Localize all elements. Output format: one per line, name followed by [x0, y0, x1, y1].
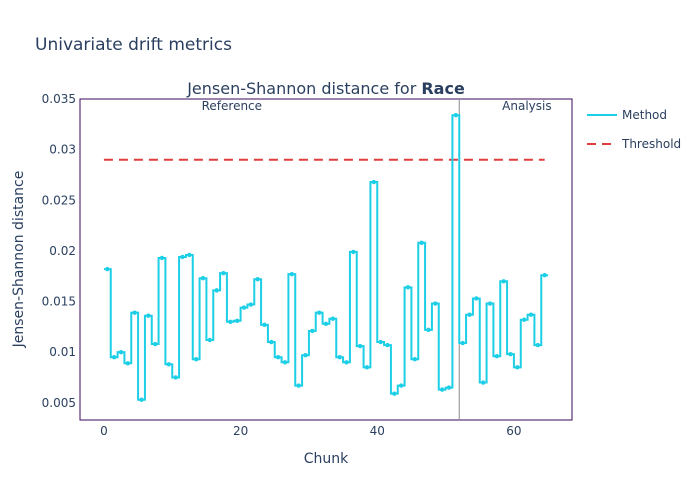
- y-tick-label: 0.025: [42, 193, 76, 207]
- y-tick-label: 0.015: [42, 295, 76, 309]
- method-data-point[interactable]: [412, 357, 418, 362]
- method-data-point[interactable]: [241, 305, 247, 310]
- method-data-point[interactable]: [515, 365, 520, 370]
- analysis-period-label: Analysis: [502, 99, 551, 113]
- method-data-point[interactable]: [446, 385, 452, 390]
- y-tick-label: 0.01: [49, 345, 76, 359]
- method-data-point[interactable]: [125, 361, 131, 366]
- method-data-point[interactable]: [371, 179, 377, 185]
- plot-area-frame: [79, 98, 573, 421]
- x-tick-label: 0: [100, 424, 108, 438]
- method-data-point[interactable]: [118, 349, 124, 355]
- method-data-point[interactable]: [535, 342, 541, 348]
- x-tick-label: 20: [233, 424, 248, 438]
- method-data-point[interactable]: [528, 312, 534, 317]
- method-data-point[interactable]: [330, 316, 336, 321]
- method-data-point[interactable]: [487, 301, 493, 306]
- x-axis-label: Chunk: [304, 451, 349, 467]
- method-data-point[interactable]: [385, 342, 390, 348]
- method-data-point[interactable]: [289, 271, 295, 277]
- x-tick-label: 60: [506, 424, 521, 438]
- method-data-point[interactable]: [460, 340, 465, 346]
- method-data-point[interactable]: [316, 310, 322, 315]
- method-data-point[interactable]: [378, 339, 383, 345]
- method-series-points: [105, 113, 547, 402]
- method-data-point[interactable]: [467, 312, 472, 317]
- method-data-point[interactable]: [501, 279, 506, 284]
- reference-period-label: Reference: [202, 99, 262, 113]
- method-data-point[interactable]: [282, 360, 288, 365]
- method-data-point[interactable]: [323, 321, 329, 327]
- legend-method-label: Method: [622, 108, 667, 122]
- method-data-point[interactable]: [173, 375, 178, 380]
- method-data-point[interactable]: [344, 360, 349, 365]
- method-data-point[interactable]: [234, 318, 240, 323]
- method-data-point[interactable]: [433, 301, 438, 306]
- method-data-point[interactable]: [296, 383, 301, 388]
- y-tick-label: 0.03: [49, 143, 76, 157]
- page-title: Univariate drift metrics: [35, 35, 232, 55]
- method-data-point[interactable]: [480, 380, 486, 385]
- method-data-point[interactable]: [474, 296, 479, 301]
- chart-title: Jensen-Shannon distance for Race: [186, 79, 465, 98]
- method-series-line: [103, 114, 549, 401]
- x-tick-label: 40: [370, 424, 385, 438]
- method-data-point[interactable]: [105, 266, 110, 272]
- y-tick-label: 0.035: [42, 92, 76, 106]
- method-data-point[interactable]: [132, 310, 137, 315]
- y-tick-label: 0.02: [49, 244, 76, 258]
- method-data-point[interactable]: [439, 387, 445, 392]
- method-data-point[interactable]: [364, 365, 370, 370]
- method-data-point[interactable]: [187, 252, 192, 258]
- method-data-point[interactable]: [419, 240, 424, 245]
- method-data-point[interactable]: [542, 272, 547, 278]
- method-data-point[interactable]: [269, 339, 274, 345]
- chart-title-prefix: Jensen-Shannon distance for: [186, 79, 421, 98]
- method-data-point[interactable]: [398, 383, 404, 388]
- method-data-point[interactable]: [521, 317, 527, 322]
- method-data-point[interactable]: [303, 352, 308, 358]
- x-axis-ticks: 0 20 40 60: [100, 424, 521, 438]
- method-data-point[interactable]: [193, 357, 199, 362]
- method-data-point[interactable]: [139, 397, 144, 402]
- method-data-point[interactable]: [159, 255, 165, 261]
- method-data-point[interactable]: [357, 343, 363, 349]
- method-data-point[interactable]: [248, 302, 254, 307]
- method-data-point[interactable]: [146, 313, 151, 318]
- method-data-point[interactable]: [275, 355, 281, 360]
- y-tick-label: 0.005: [42, 396, 76, 410]
- method-data-point[interactable]: [494, 354, 500, 359]
- method-data-point[interactable]: [262, 322, 267, 328]
- method-data-point[interactable]: [180, 254, 185, 260]
- method-data-point[interactable]: [166, 362, 172, 367]
- method-data-point[interactable]: [405, 285, 411, 290]
- method-data-point[interactable]: [310, 328, 315, 334]
- method-data-point[interactable]: [200, 276, 206, 281]
- method-data-point[interactable]: [255, 277, 260, 282]
- method-data-point[interactable]: [392, 391, 397, 396]
- legend-threshold-label: Threshold: [621, 137, 681, 151]
- method-data-point[interactable]: [221, 270, 226, 276]
- legend: Method Threshold: [587, 108, 681, 151]
- method-data-point[interactable]: [426, 327, 431, 333]
- method-data-point[interactable]: [508, 351, 513, 357]
- method-data-point[interactable]: [214, 288, 219, 293]
- method-data-point[interactable]: [111, 355, 117, 360]
- method-data-point[interactable]: [351, 249, 356, 255]
- y-axis-ticks: 0.005 0.01 0.015 0.02 0.025 0.03 0.035: [42, 92, 76, 410]
- method-data-point[interactable]: [152, 341, 158, 347]
- y-axis-label: Jensen-Shannon distance: [11, 171, 27, 349]
- method-data-point[interactable]: [453, 113, 459, 118]
- method-data-point[interactable]: [228, 319, 233, 324]
- method-data-point[interactable]: [207, 337, 213, 343]
- method-data-point[interactable]: [337, 355, 342, 360]
- chart-title-feature: Race: [421, 79, 465, 98]
